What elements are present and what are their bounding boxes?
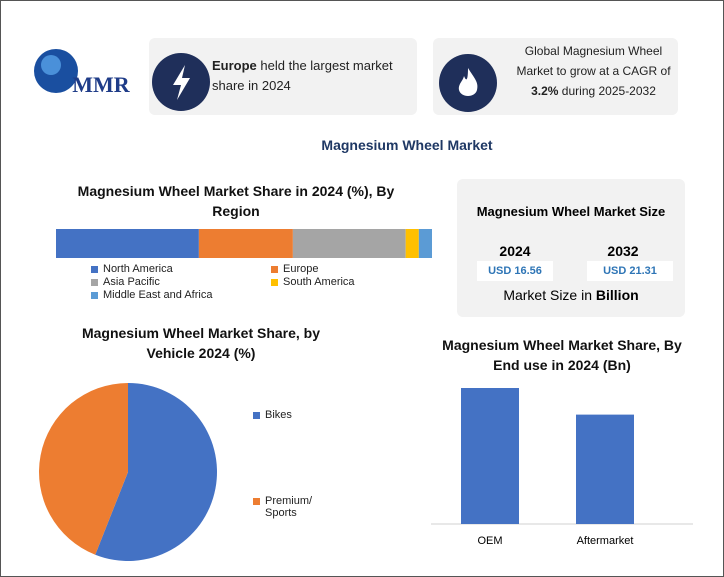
- highlight-text: Global Magnesium Wheel Market to grow at…: [511, 41, 676, 101]
- legend-label: Europe: [283, 263, 319, 275]
- x-tick-label: Aftermarket: [577, 535, 634, 547]
- legend-swatch: [271, 279, 278, 286]
- bar-segment: [418, 229, 432, 258]
- size-value: USD 21.31: [587, 261, 673, 281]
- x-tick-label: OEM: [477, 535, 502, 547]
- logo-text: MMR: [72, 72, 131, 97]
- highlight-part: Europe: [212, 58, 257, 73]
- bar: [461, 388, 519, 524]
- size-value: USD 16.56: [477, 261, 553, 281]
- market-size-box: [457, 179, 685, 317]
- bar-chart: OEM Aftermarket: [431, 388, 693, 547]
- bar-segment: [405, 229, 419, 258]
- legend-label: South America: [283, 276, 355, 288]
- legend-swatch: [91, 266, 98, 273]
- legend-item: Europe: [271, 263, 391, 275]
- legend-swatch: [253, 498, 260, 505]
- legend-label: Asia Pacific: [103, 276, 160, 288]
- chart-title: Magnesium Wheel Market Share, by Vehicle…: [81, 325, 321, 361]
- bar-segment: [292, 229, 406, 258]
- legend-label: Bikes: [265, 409, 292, 421]
- year: 2024: [499, 243, 531, 259]
- bolt-icon: [152, 53, 210, 111]
- logo: MMR: [34, 49, 131, 97]
- highlight-part: 3.2%: [531, 84, 559, 98]
- chart-title: Magnesium Wheel Market Share, By End use…: [442, 337, 682, 373]
- legend-swatch: [253, 412, 260, 419]
- market-size-title: Magnesium Wheel Market Size: [476, 204, 666, 219]
- bar-segment: [198, 229, 293, 258]
- legend-swatch: [91, 279, 98, 286]
- stacked-bar-chart: [56, 229, 432, 258]
- highlight-part: Global Magnesium Wheel Market to grow at…: [516, 44, 671, 78]
- bar-segment: [56, 229, 199, 258]
- legend-label: North America: [103, 263, 173, 275]
- legend-item: Premium/ Sports: [253, 495, 333, 519]
- footer-part: Billion: [595, 287, 639, 303]
- legend-swatch: [91, 292, 98, 299]
- highlight-text: Europe held the largest market share in …: [212, 56, 412, 96]
- pie-slice: [95, 383, 217, 561]
- legend-label: Premium/ Sports: [265, 495, 313, 519]
- legend-item: South America: [271, 276, 391, 288]
- footer-part: Market Size in: [503, 287, 596, 303]
- main-title: Magnesium Wheel Market: [321, 137, 493, 153]
- legend: Bikes Premium/ Sports: [253, 409, 333, 519]
- market-size-footer: Market Size in Billion: [457, 287, 685, 303]
- legend-item: Asia Pacific: [91, 276, 271, 288]
- legend: North America Europe Asia Pacific South Ame…: [91, 263, 391, 301]
- chart-title: Magnesium Wheel Market Share in 2024 (%)…: [77, 183, 395, 219]
- pie-slice: [38, 383, 129, 555]
- legend-item: Bikes: [253, 409, 333, 421]
- highlight-part: during 2025-2032: [558, 84, 656, 98]
- legend-item: Middle East and Africa: [91, 289, 271, 301]
- legend-label: Middle East and Africa: [103, 289, 213, 301]
- pie-chart: [38, 383, 217, 561]
- flame-icon: [439, 54, 497, 112]
- legend-swatch: [271, 266, 278, 273]
- year: 2032: [607, 243, 639, 259]
- bar: [576, 414, 634, 524]
- highlight-part: held the largest market share in 2024: [212, 58, 393, 93]
- legend-item: North America: [91, 263, 271, 275]
